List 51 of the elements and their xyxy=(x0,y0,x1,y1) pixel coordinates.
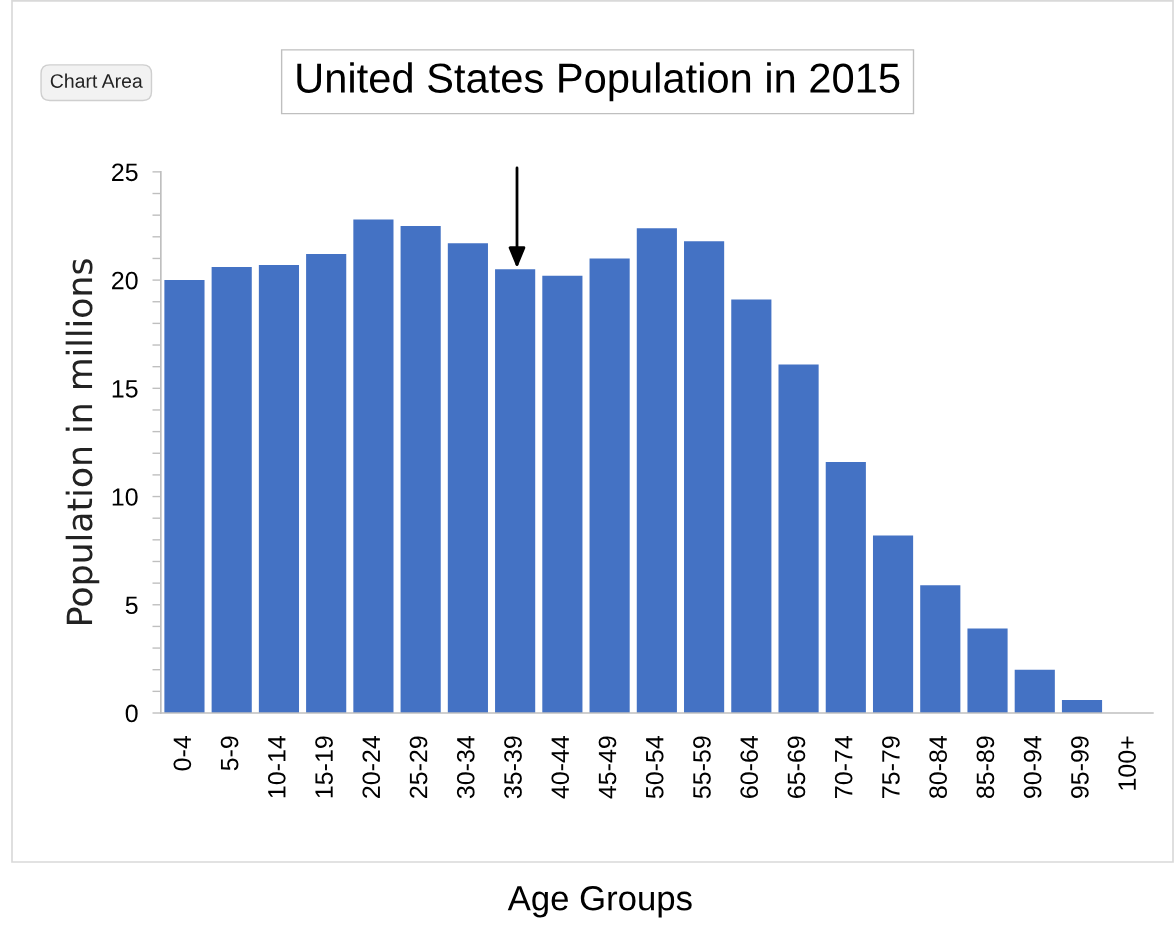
x-tick-label: 45-49 xyxy=(598,736,617,799)
bar xyxy=(920,585,961,714)
bar xyxy=(447,243,488,714)
bar xyxy=(164,280,205,714)
x-tick-label: 80-84 xyxy=(929,735,947,799)
bar xyxy=(400,225,441,714)
bar xyxy=(872,535,914,714)
x-tick-label: 65-69 xyxy=(787,736,806,798)
text: Chart Area xyxy=(50,73,143,88)
x-tick-label: 10-14 xyxy=(267,735,286,798)
y-tick-label: 15 xyxy=(112,380,138,398)
x-tick-label: 50-54 xyxy=(645,735,664,799)
bar xyxy=(542,275,583,714)
x-tick-label: 55-59 xyxy=(693,736,711,799)
x-tick-label: 70-74 xyxy=(834,735,853,798)
x-tick-label: 95-99 xyxy=(1071,736,1089,798)
bar xyxy=(684,241,725,714)
x-tick-label: 85-89 xyxy=(976,736,995,799)
x-tick-label: 60-64 xyxy=(740,735,759,798)
x-tick-label: 25-29 xyxy=(409,736,428,798)
x-tick-label: 35-39 xyxy=(504,736,522,799)
y-tick-label: 20 xyxy=(112,271,138,290)
bar xyxy=(825,461,866,714)
bar xyxy=(353,219,394,714)
bar xyxy=(211,267,252,714)
chart-title: United States Population in 2015 xyxy=(297,62,900,102)
bar xyxy=(1014,669,1055,714)
y-tick-label: 5 xyxy=(125,596,138,615)
bar xyxy=(1061,700,1103,714)
bar xyxy=(589,258,630,714)
bar xyxy=(306,254,347,714)
bar xyxy=(636,228,677,714)
bar xyxy=(258,264,300,714)
x-tick-label: 15-19 xyxy=(315,736,333,798)
x-axis-title: Age Groups xyxy=(507,886,692,918)
bar xyxy=(495,269,536,714)
bar xyxy=(967,628,1008,714)
bar xyxy=(731,299,772,714)
y-tick-label: 25 xyxy=(112,163,138,182)
x-tick-label: 20-24 xyxy=(362,735,381,798)
x-tick-label: 75-79 xyxy=(882,736,900,798)
bar xyxy=(778,364,819,714)
x-tick-label: 30-34 xyxy=(456,735,475,799)
y-axis-title: Population in millions xyxy=(65,259,100,624)
x-tick-label: 5-9 xyxy=(220,736,239,771)
x-tick-label: 100+ xyxy=(1118,736,1136,790)
y-tick-label: 10 xyxy=(112,488,138,506)
x-tick-label: 90-94 xyxy=(1023,735,1042,798)
y-tick-label: 0 xyxy=(125,704,138,723)
x-tick-label: 40-44 xyxy=(551,735,570,799)
x-tick-label: 0-4 xyxy=(173,735,192,771)
